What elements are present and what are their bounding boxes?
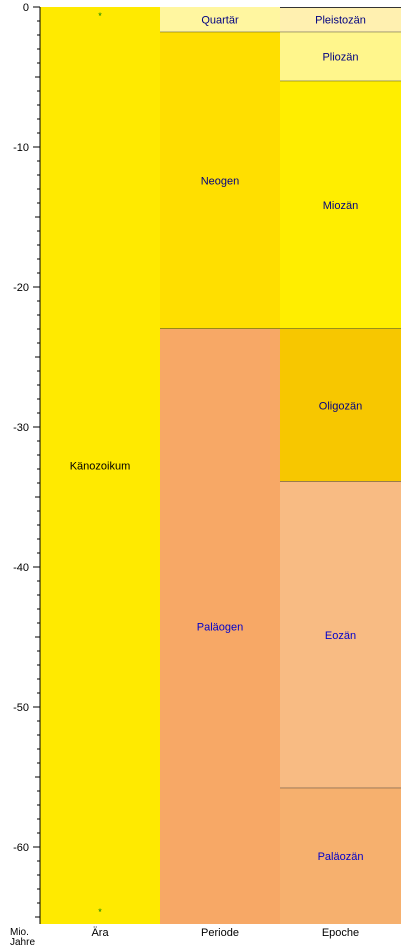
band-label-oligozan: Oligozän	[319, 400, 362, 412]
band-eozan	[280, 481, 401, 789]
band-quartar	[160, 7, 280, 33]
y-tick-label: -30	[13, 422, 29, 434]
band-kanozoikum	[40, 7, 160, 924]
band-label-quartar: Quartär	[201, 15, 239, 27]
band-miozan	[280, 81, 401, 329]
band-label-neogen: Neogen	[201, 176, 240, 188]
y-axis-unit-line-1: Mio.	[10, 927, 29, 938]
column-label-epoche: Epoche	[322, 927, 359, 939]
marker-2: *	[98, 907, 102, 917]
band-palaogen	[160, 329, 280, 924]
y-tick-label: -60	[13, 842, 29, 854]
y-tick-label: -40	[13, 562, 29, 574]
column-label-periode: Periode	[201, 927, 239, 939]
y-tick-label: 0	[23, 2, 29, 14]
marker-1: *	[98, 11, 102, 21]
band-label-palaozan: Paläozän	[318, 851, 364, 863]
y-tick-label: -50	[13, 702, 29, 714]
band-label-pleistozan: Pleistozän	[315, 15, 366, 27]
band-pleistozan	[280, 7, 401, 33]
band-label-palaogen: Paläogen	[197, 622, 244, 634]
band-pliozan	[280, 32, 401, 82]
band-oligozan	[280, 329, 401, 482]
y-axis-unit-label: Mio. Jahre	[10, 928, 35, 948]
band-palaozan	[280, 788, 401, 924]
band-label-eozan: Eozän	[325, 630, 356, 642]
band-neogen	[160, 32, 280, 329]
y-tick-label: -10	[13, 142, 29, 154]
y-axis-unit-line-2: Jahre	[10, 937, 36, 948]
band-label-pliozan: Pliozän	[322, 52, 358, 64]
band-label-miozan: Miozän	[323, 200, 358, 212]
band-label-kanozoikum: Känozoikum	[70, 461, 131, 473]
column-label-ara: Ära	[91, 927, 109, 939]
y-tick-label: -20	[13, 282, 29, 294]
